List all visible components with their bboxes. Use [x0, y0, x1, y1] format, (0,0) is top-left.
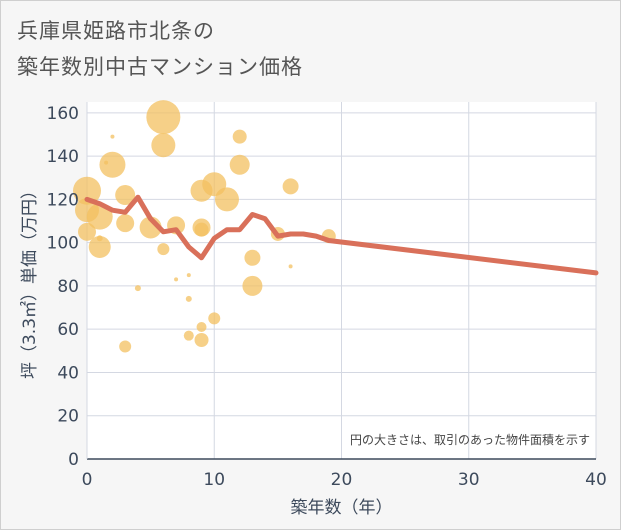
x-tick-label: 10 [203, 470, 225, 490]
bubble-point [242, 275, 263, 296]
bubble-point [73, 176, 101, 205]
bubble-point [115, 185, 136, 206]
x-axis-label: 築年数（年） [291, 498, 393, 518]
x-tick-label: 40 [585, 470, 607, 490]
bubble-point [146, 100, 181, 135]
bubble-point [229, 154, 250, 175]
bubble-point [157, 243, 170, 256]
bubble-point [185, 295, 192, 302]
bubble-point [119, 340, 132, 353]
x-tick-label: 20 [331, 470, 353, 490]
bubble-point [86, 203, 113, 230]
bubble-point [232, 129, 247, 144]
bubble-point [288, 264, 293, 269]
bubble-point [174, 277, 179, 282]
y-tick-labels: 0 20 40 60 80 100 120 140 160 [47, 104, 79, 470]
bubble-point [208, 312, 221, 325]
y-axis-label: 坪（3.3㎡）単価（万円） [20, 182, 40, 379]
y-tick-label: 160 [47, 104, 79, 124]
bubble-point [194, 333, 209, 347]
bubble-point [194, 222, 209, 237]
bubble-series [73, 100, 336, 353]
y-tick-label: 80 [57, 277, 79, 297]
bubble-point [183, 330, 194, 341]
y-tick-label: 140 [47, 147, 79, 167]
bubble-point [244, 249, 261, 266]
bubble-point [110, 134, 115, 139]
bubble-point [282, 178, 299, 195]
chart-title-line1: 兵庫県姫路市北条の [17, 19, 215, 43]
y-tick-label: 40 [57, 363, 79, 383]
bubble-point [151, 133, 176, 158]
y-tick-label: 100 [47, 234, 79, 254]
bubble-point [88, 235, 111, 258]
y-tick-label: 120 [47, 190, 79, 210]
y-tick-label: 60 [57, 320, 79, 340]
trend-line [84, 194, 599, 276]
bubble-point [116, 214, 135, 233]
bubble-point [196, 322, 207, 333]
chart-title-line2: 築年数別中古マンション価格 [17, 55, 303, 79]
y-tick-label: 20 [57, 407, 79, 427]
bubble-point [214, 187, 239, 212]
bubble-point [99, 151, 126, 178]
size-legend-note: 円の大きさは、取引のあった物件面積を示す [350, 432, 590, 447]
bubble-point [78, 222, 96, 241]
x-tick-labels: 0 10 20 30 40 [82, 470, 607, 490]
bubble-point [186, 273, 191, 278]
x-tick-label: 0 [82, 470, 93, 490]
y-tick-label: 0 [68, 450, 79, 470]
x-tick-label: 30 [458, 470, 480, 490]
bubble-point [134, 285, 141, 292]
